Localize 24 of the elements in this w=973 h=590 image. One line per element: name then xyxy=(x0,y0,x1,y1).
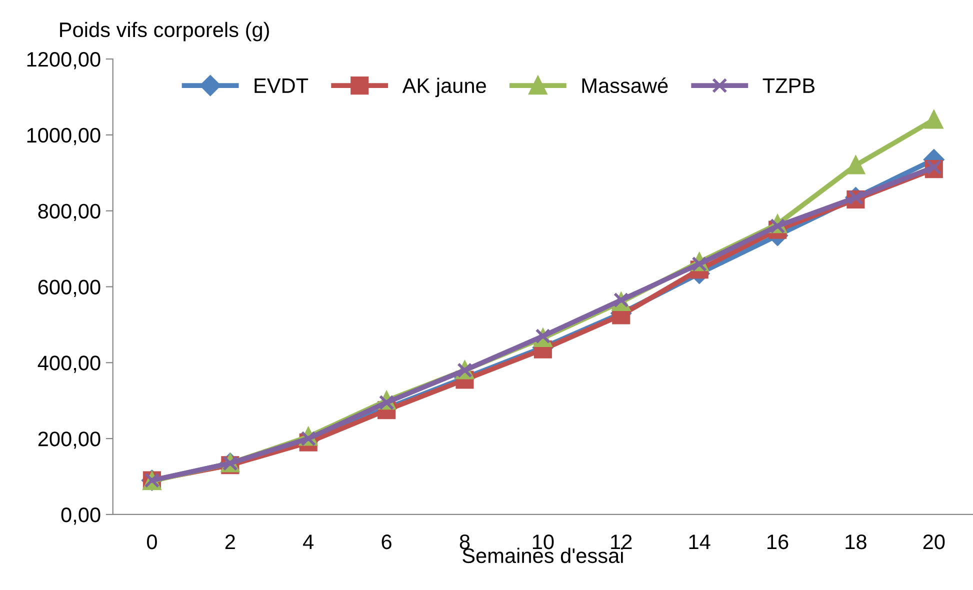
x-tick-label: 16 xyxy=(768,534,788,550)
x-tick-label: 6 xyxy=(382,534,392,550)
legend-label: AK jaune xyxy=(402,78,486,98)
y-tick-label: 0,00 xyxy=(61,507,100,525)
y-axis-title: Poids vifs corporels (g) xyxy=(60,22,269,42)
x-tick-label: 20 xyxy=(923,534,945,550)
x-tick-label: 0 xyxy=(146,534,157,550)
y-tick-label: 400,00 xyxy=(38,356,100,373)
x-tick-label: 4 xyxy=(303,534,314,550)
y-tick-label: 1000,00 xyxy=(27,128,100,146)
legend-label: Massawé xyxy=(582,78,668,94)
x-axis-title: Semaines d'essai xyxy=(462,548,623,564)
y-tick-label: 600,00 xyxy=(38,280,100,297)
x-tick-label: 8 xyxy=(460,534,470,550)
x-tick-label: 2 xyxy=(225,534,235,550)
y-tick-label: 800,00 xyxy=(38,204,100,222)
legend-label: EVDT xyxy=(254,78,308,93)
x-tick-label: 12 xyxy=(611,534,632,550)
legend-label: TZPB xyxy=(762,78,814,93)
x-tick-label: 18 xyxy=(846,534,866,550)
y-tick-label: 1200,00 xyxy=(27,52,100,70)
x-tick-label: 10 xyxy=(532,534,554,550)
x-tick-label: 14 xyxy=(689,534,710,550)
y-tick-label: 200,00 xyxy=(38,432,100,449)
